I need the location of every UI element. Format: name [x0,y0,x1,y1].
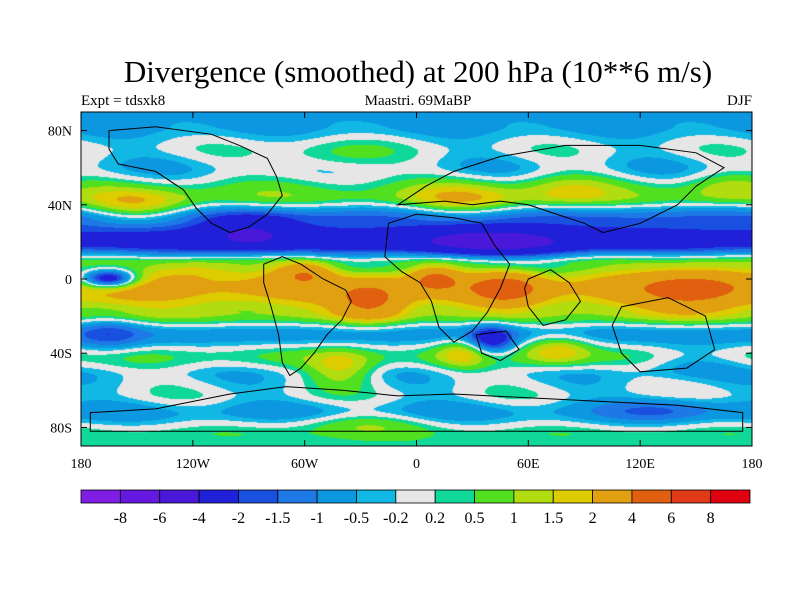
x-tick-label: 60E [517,457,540,472]
y-tick-label: 80S [50,421,72,436]
coastline [611,297,716,373]
coastline [263,256,352,377]
colorbar-swatch [474,489,515,504]
colorbar-label: -8 [114,510,127,527]
colorbar-label: 8 [707,510,715,527]
map-panel [80,111,753,447]
colorbar-swatch [395,489,436,504]
colorbar-swatch [513,489,554,504]
colorbar-label: 2 [589,510,597,527]
colorbar-label: 0.5 [465,510,485,527]
colorbar-swatch [631,489,672,504]
colorbar-label: 6 [667,510,675,527]
colorbar-label: -1 [310,510,323,527]
x-tick-label: 60W [291,457,319,472]
experiment-label: Expt = tdsxk8 [81,93,165,109]
x-tick-label: 180 [742,457,763,472]
y-tick-label: 0 [65,273,72,288]
coastline [475,330,520,362]
colorbar-swatch [238,489,279,504]
colorbar-label: -2 [232,510,245,527]
season-label: DJF [727,93,752,109]
colorbar-swatch [80,489,121,504]
coastline [396,144,725,234]
colorbar-swatch [356,489,397,504]
colorbar-label: 0.2 [425,510,445,527]
chart-title: Divergence (smoothed) at 200 hPa (10**6 … [124,54,712,89]
colorbar-label: 1 [510,510,518,527]
colorbar-label: -6 [153,510,166,527]
colorbar-swatch [198,489,239,504]
colorbar-swatch [316,489,357,504]
coastline [384,213,511,343]
colorbar-label: -0.5 [344,510,369,527]
x-axis: 180 120W 60W 0 60E 120E 180 [71,112,763,472]
colorbar-label: -1.5 [265,510,290,527]
x-tick-label: 120E [625,457,655,472]
y-axis: 80N 40N 0 40S 80S [48,125,752,436]
x-tick-label: 120W [176,457,211,472]
period-label: Maastri. 69MaBP [365,93,472,109]
y-tick-label: 40S [50,347,72,362]
coastline [89,386,744,432]
colorbar-swatch [670,489,712,504]
colorbar-swatch [592,489,633,504]
colorbar-swatch [434,489,475,504]
colorbar-label: 1.5 [543,510,563,527]
colorbar-swatch [710,489,751,504]
colorbar: -8 -6 -4 -2 -1.5 -1 -0.5 -0.2 0.2 0.5 1 1.5 2 4 6 8 [80,489,751,527]
coastline [524,269,582,326]
colorbar-swatch [159,489,200,504]
coastline [108,126,283,234]
colorbar-label: -0.2 [383,510,408,527]
x-tick-label: 180 [71,457,92,472]
x-tick-label: 0 [413,457,420,472]
y-tick-label: 40N [48,199,72,214]
colorbar-swatch [552,489,593,504]
colorbar-label: -4 [192,510,205,527]
colorbar-swatch [119,489,161,504]
y-tick-label: 80N [48,125,72,140]
colorbar-label: 4 [628,510,636,527]
divergence-field [81,112,752,446]
colorbar-swatch [277,489,318,504]
